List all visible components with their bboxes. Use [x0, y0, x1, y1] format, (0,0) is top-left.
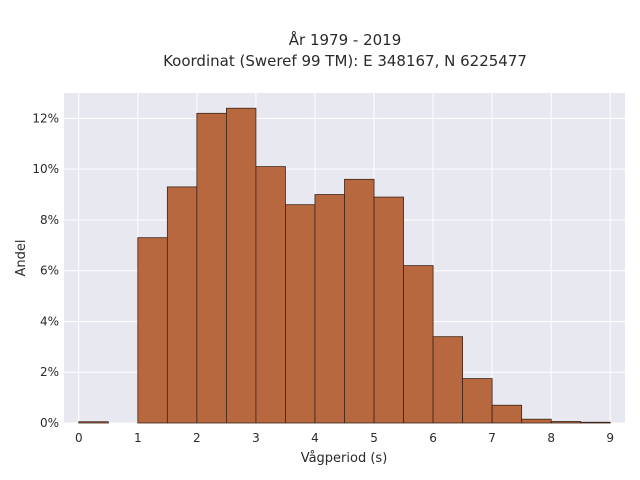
histogram-bar	[285, 204, 316, 424]
x-tick-label: 0	[75, 431, 83, 445]
y-tick-label: 2%	[40, 365, 59, 379]
y-axis-label: Andel	[14, 240, 29, 277]
y-tick-label: 10%	[32, 162, 59, 176]
histogram-bar	[462, 378, 493, 424]
y-tick-label: 6%	[40, 264, 59, 278]
histogram-bar	[137, 237, 168, 424]
y-tick-label: 8%	[40, 213, 59, 227]
x-tick-label: 5	[370, 431, 378, 445]
histogram-bar	[196, 112, 227, 424]
x-tick-label: 1	[134, 431, 142, 445]
y-tick-label: 4%	[40, 314, 59, 328]
histogram-bar	[78, 421, 109, 424]
histogram-bar	[550, 421, 582, 424]
x-tick-label: 9	[606, 431, 614, 445]
histogram-bar	[403, 265, 434, 424]
x-tick-label: 3	[252, 431, 260, 445]
y-tick-label: 0%	[40, 416, 59, 430]
histogram-bar	[432, 336, 464, 424]
x-tick-label: 7	[488, 431, 496, 445]
histogram-bar	[314, 194, 345, 424]
histogram-bars	[78, 107, 611, 424]
histogram-bar	[580, 421, 611, 424]
histogram-bar	[491, 404, 523, 424]
x-axis-label: Vågperiod (s)	[301, 451, 388, 466]
chart-title: År 1979 - 2019	[289, 30, 402, 49]
histogram-bar	[166, 186, 198, 424]
histogram-bar	[225, 107, 257, 424]
x-axis-ticks: 0 1 2 3 4 5 6 7 8 9	[75, 431, 614, 445]
x-tick-label: 2	[193, 431, 201, 445]
histogram-bar	[521, 418, 552, 424]
x-tick-label: 4	[311, 431, 319, 445]
chart-subtitle: Koordinat (Sweref 99 TM): E 348167, N 62…	[163, 52, 527, 70]
x-tick-label: 6	[429, 431, 437, 445]
histogram-bar	[373, 196, 404, 424]
y-axis-ticks: 0% 2% 4% 6% 8% 10% 12%	[32, 111, 59, 430]
histogram-bar	[255, 166, 286, 424]
x-tick-label: 8	[547, 431, 555, 445]
y-tick-label: 12%	[32, 111, 59, 125]
histogram-bar	[344, 178, 375, 424]
